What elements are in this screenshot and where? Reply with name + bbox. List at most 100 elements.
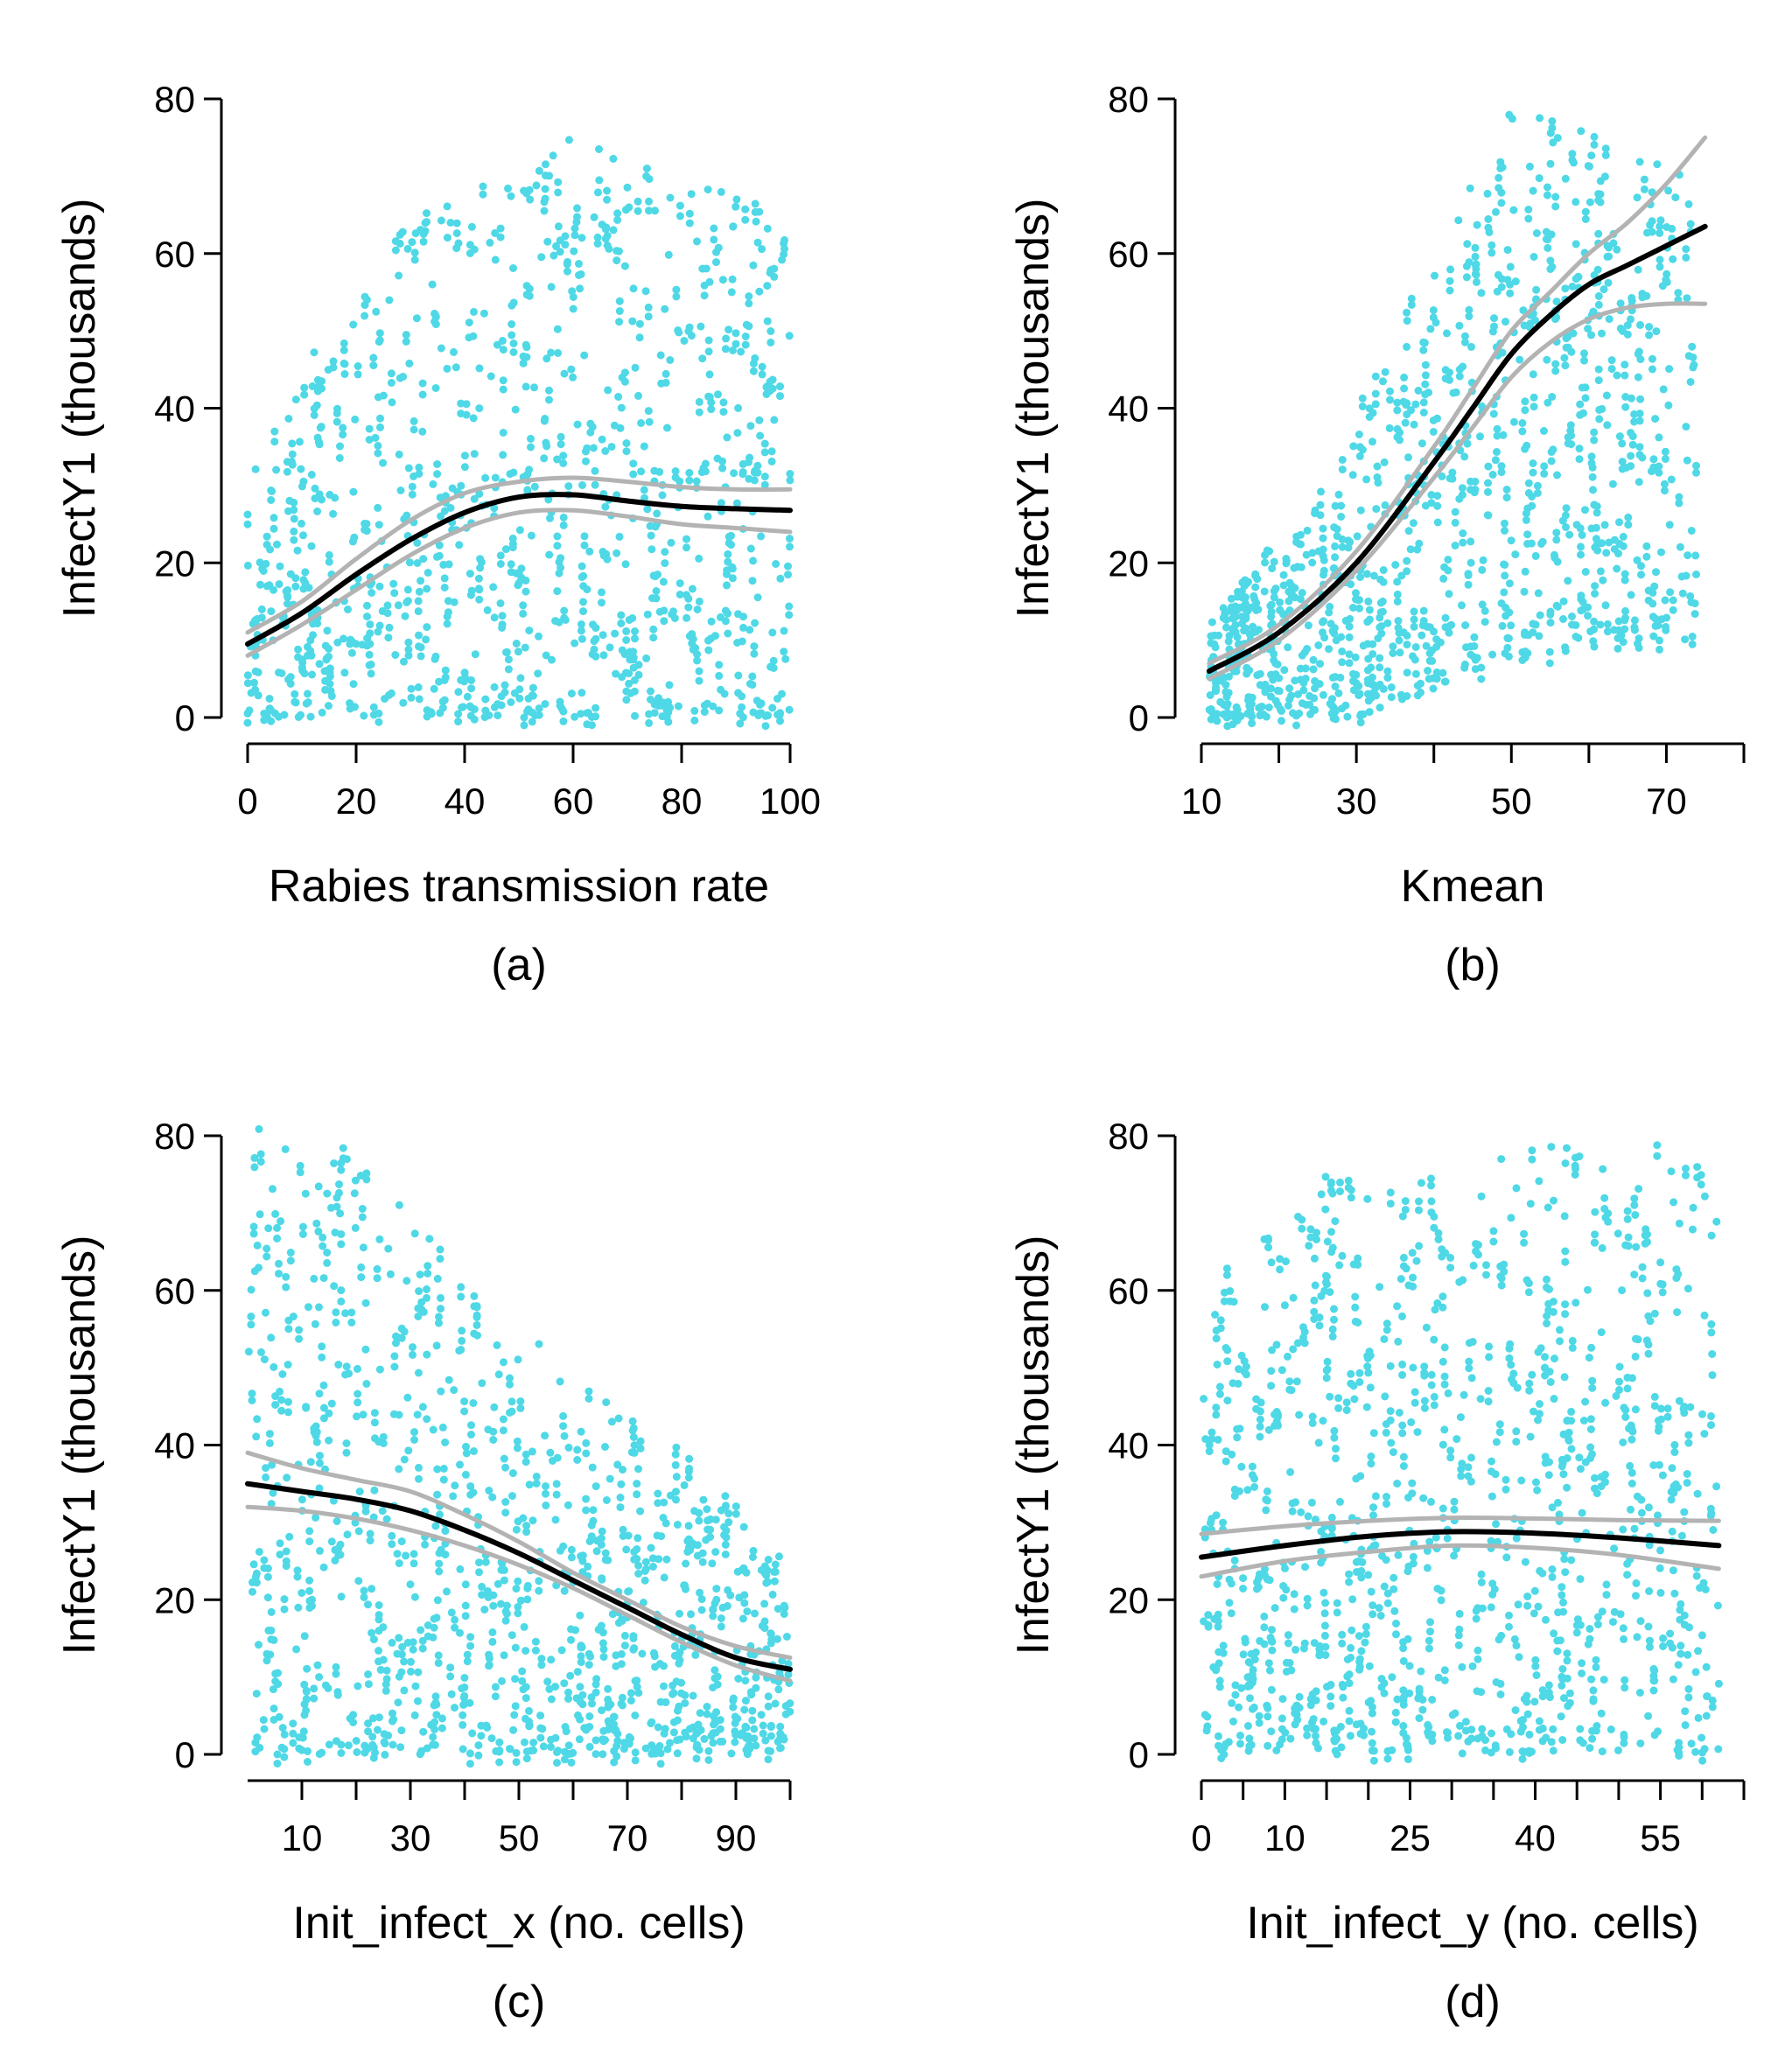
scatter-point (556, 236, 564, 245)
scatter-point (564, 257, 571, 266)
scatter-point (1668, 1464, 1676, 1473)
scatter-point (1261, 1303, 1269, 1312)
scatter-point (1351, 1292, 1360, 1301)
scatter-point (1488, 471, 1497, 479)
scatter-point (1247, 1740, 1256, 1749)
scatter-point (296, 1168, 304, 1177)
scatter-point (319, 1381, 328, 1390)
scatter-point (410, 416, 418, 425)
scatter-point (1355, 604, 1363, 612)
scatter-point (1512, 1642, 1521, 1650)
scatter-point (423, 218, 430, 227)
scatter-point (372, 307, 381, 316)
scatter-point (374, 1657, 383, 1666)
scatter-point (676, 212, 684, 220)
scatter-point (1298, 589, 1306, 597)
scatter-point (1465, 1364, 1474, 1373)
scatter-point (470, 307, 478, 316)
scatter-point (601, 234, 610, 243)
scatter-point (438, 1714, 446, 1723)
scatter-point (409, 1645, 417, 1654)
scatter-point (634, 206, 642, 215)
scatter-point (1465, 305, 1474, 314)
scatter-point (1544, 398, 1552, 407)
scatter-point (1403, 668, 1411, 677)
scatter-point (410, 472, 418, 480)
scatter-point (606, 643, 614, 652)
scatter-point (690, 706, 699, 715)
scatter-point (721, 1550, 730, 1558)
scatter-point (560, 1755, 569, 1764)
scatter-point (1208, 1428, 1216, 1437)
scatter-point (1468, 1338, 1477, 1346)
scatter-point (553, 1453, 562, 1462)
scatter-point (304, 698, 312, 707)
scatter-point (367, 669, 375, 678)
scatter-point (1577, 127, 1586, 136)
scatter-point (1599, 576, 1607, 584)
scatter-point (1488, 1457, 1495, 1466)
scatter-point (698, 1558, 707, 1566)
scatter-point (298, 1222, 307, 1231)
scatter-point (475, 1568, 483, 1577)
scatter-point (1688, 640, 1697, 648)
scatter-point (1303, 526, 1312, 535)
scatter-point (621, 560, 630, 569)
scatter-point (1473, 220, 1481, 229)
y-tick-label: 20 (154, 542, 195, 584)
scatter-point (1297, 530, 1305, 539)
y-tick-label: 80 (154, 1116, 195, 1157)
scatter-point (1648, 354, 1656, 363)
scatter-point (286, 1256, 295, 1265)
scatter-point (276, 1550, 284, 1559)
scatter-point (1531, 551, 1540, 560)
scatter-point (302, 1695, 311, 1704)
scatter-point (1322, 1271, 1330, 1280)
scatter-point (1421, 360, 1430, 369)
scatter-point (541, 700, 550, 708)
scatter-point (1270, 1604, 1279, 1613)
scatter-point (315, 1484, 324, 1493)
scatter-point (1623, 1207, 1632, 1215)
scatter-point (652, 587, 661, 595)
scatter-point (729, 222, 738, 231)
scatter-point (780, 1601, 788, 1610)
scatter-point (483, 1587, 492, 1595)
scatter-point (418, 1636, 427, 1645)
x-axis-title: Init_infect_x (no. cells) (292, 1898, 745, 1949)
scatter-point (516, 674, 525, 682)
scatter-point (1548, 117, 1557, 125)
scatter-point (640, 1567, 649, 1575)
scatter-point (410, 1436, 418, 1444)
scatter-point (553, 1759, 561, 1768)
scatter-point (1559, 597, 1568, 606)
scatter-point (1608, 480, 1617, 488)
scatter-point (360, 1593, 368, 1601)
scatter-point (385, 296, 394, 304)
scatter-point (1369, 688, 1378, 696)
scatter-point (717, 1622, 725, 1631)
scatter-point (712, 1585, 721, 1593)
scatter-point (1682, 423, 1690, 431)
scatter-point (356, 1172, 365, 1180)
scatter-point (1297, 563, 1306, 571)
scatter-point (1424, 1644, 1433, 1653)
scatter-point (264, 1224, 273, 1233)
scatter-point (273, 1223, 282, 1232)
scatter-point (1300, 1639, 1309, 1648)
scatter-point (375, 1235, 384, 1243)
scatter-point (749, 556, 758, 565)
scatter-point (506, 1374, 514, 1382)
scatter-point (1656, 645, 1663, 654)
scatter-point (709, 702, 718, 710)
scatter-point (1446, 265, 1455, 274)
scatter-point (1669, 255, 1677, 263)
scatter-point (1630, 1524, 1639, 1533)
scatter-point (1306, 1225, 1315, 1234)
scatter-point (1374, 634, 1382, 642)
scatter-point (1398, 1370, 1407, 1379)
scatter-point (704, 392, 713, 401)
scatter-point (1299, 686, 1308, 695)
x-tick-label: 70 (607, 1817, 648, 1858)
scatter-point (732, 1502, 740, 1511)
